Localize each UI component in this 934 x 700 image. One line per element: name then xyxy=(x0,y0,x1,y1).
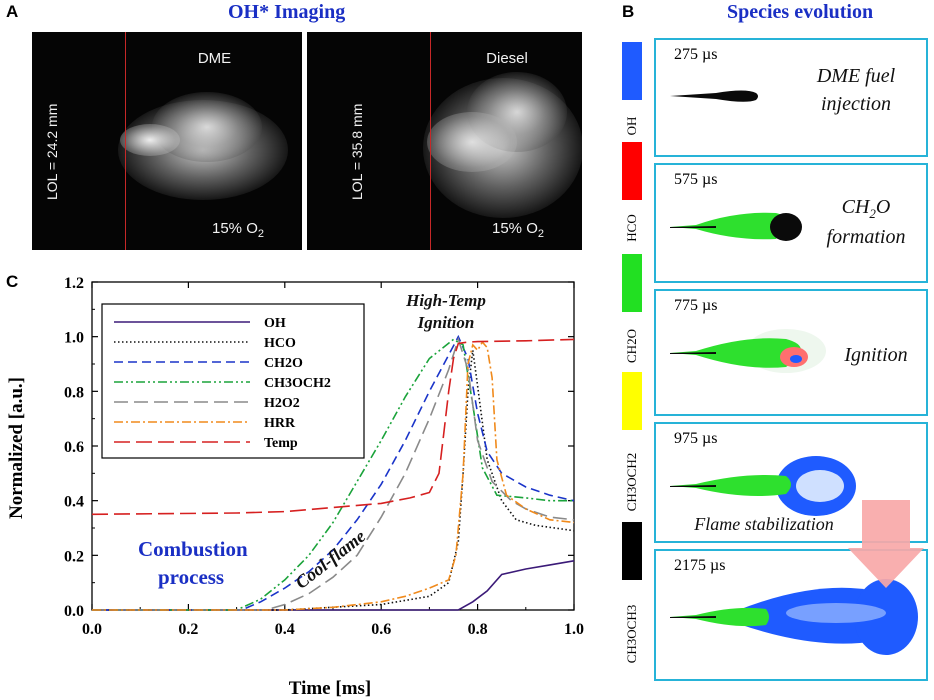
frame-desc-line2: formation xyxy=(826,226,906,248)
x-axis-label: Time [ms] xyxy=(289,678,372,699)
progression-arrow xyxy=(848,500,924,588)
lol-line-diesel xyxy=(430,32,431,250)
spray-shape xyxy=(670,329,826,373)
chart-legend: OH HCO CH2O CH3OCH2 H2O2 HRR Temp xyxy=(101,303,365,459)
panel-b-letter: B xyxy=(622,2,635,21)
spray-shape xyxy=(670,579,918,655)
legend-label-hrr: HRR xyxy=(264,416,296,431)
frame-time: 775 µs xyxy=(674,297,718,314)
x-tick-label: 0.8 xyxy=(468,621,488,638)
lol-label-diesel: LOL = 35.8 mm xyxy=(349,103,365,200)
frame-desc-line1: DME fuel xyxy=(816,65,896,87)
y-axis-label: Normalized [a.u.] xyxy=(6,377,27,519)
swatch-hco xyxy=(622,142,642,200)
o2-label-diesel: 15% O2 xyxy=(492,220,544,240)
y-tick-label: 0.6 xyxy=(64,439,84,456)
fuel-label-diesel: Diesel xyxy=(486,50,528,67)
species-frame-1: 275 µs DME fuel injection xyxy=(654,38,928,157)
species-frame-3: 775 µs Ignition xyxy=(654,289,928,416)
frame-desc-line1: Flame stabilization xyxy=(694,514,834,534)
series-line-ch2o xyxy=(92,334,575,611)
dme-oh-image: DME LOL = 24.2 mm 15% O2 xyxy=(32,32,302,250)
species-label-ch3och3: CH3OCH3 xyxy=(624,604,639,664)
frame-time: 275 µs xyxy=(674,46,718,63)
series-line-h2o2 xyxy=(92,336,575,611)
y-tick-label: 0.8 xyxy=(64,384,84,401)
frame-time: 575 µs xyxy=(674,171,718,188)
y-tick-label: 0.2 xyxy=(64,548,84,565)
line-chart: 0.0 0.2 0.4 0.6 0.8 1.00.00.20.40.60.81.01.2 … xyxy=(6,275,584,699)
diesel-oh-image: Diesel LOL = 35.8 mm 15% O2 xyxy=(307,32,582,250)
swatch-oh xyxy=(622,42,642,100)
annotation-high-temp-2: Ignition xyxy=(417,313,475,332)
y-tick-label: 1.0 xyxy=(64,330,84,347)
y-tick-label: 0.4 xyxy=(64,494,84,511)
frame-desc-line1: Ignition xyxy=(844,344,908,366)
annotation-combustion-2: process xyxy=(158,565,224,589)
legend-label-oh: OH xyxy=(264,316,286,331)
series-line-temp xyxy=(91,338,575,516)
annotation-combustion-1: Combustion xyxy=(138,537,248,561)
lol-line-dme xyxy=(125,32,126,250)
series-line-oh xyxy=(92,560,575,611)
x-tick-label: 0.6 xyxy=(371,621,391,638)
frame-time: 975 µs xyxy=(674,430,718,447)
spray-shape xyxy=(670,90,758,102)
y-tick-label: 1.2 xyxy=(64,275,84,292)
panel-b-title: Species evolution xyxy=(727,1,874,23)
legend-label-temp: Temp xyxy=(264,436,298,451)
frame-desc-line2: injection xyxy=(821,93,891,115)
species-frame-2: 575 µs CH2O formation xyxy=(654,163,928,283)
o2-label-dme: 15% O2 xyxy=(212,220,264,240)
x-tick-label: 1.0 xyxy=(564,621,584,638)
legend-frame xyxy=(101,303,365,459)
x-tick-label: 0.2 xyxy=(178,621,198,638)
swatch-ch3och3 xyxy=(622,522,642,580)
fuel-label-dme: DME xyxy=(197,50,232,67)
x-tick-label: 0.4 xyxy=(275,621,295,638)
frame-desc-line1: CH2O xyxy=(841,196,891,221)
frame-time: 2175 µs xyxy=(674,557,726,574)
panel-c-letter: C xyxy=(6,272,19,291)
legend-label-ch3och2: CH3OCH2 xyxy=(264,376,331,391)
species-label-ch3och2: CH3OCH2 xyxy=(624,452,639,512)
annotation-cool-flame: Cool-flame xyxy=(291,526,369,593)
panel-a-title: OH* Imaging xyxy=(228,1,346,23)
swatch-ch3och2 xyxy=(622,372,642,430)
series-line-ch3och2 xyxy=(92,338,574,611)
swatch-ch2o xyxy=(622,254,642,312)
x-tick-label: 0.0 xyxy=(82,621,102,638)
legend-label-ch2o: CH2O xyxy=(264,356,303,371)
series-line-hrr xyxy=(92,340,575,611)
panel-a-letter: A xyxy=(6,2,19,21)
legend-label-hco: HCO xyxy=(264,336,296,351)
y-tick-label: 0.0 xyxy=(64,603,84,620)
spray-shape xyxy=(670,212,802,241)
legend-label-h2o2: H2O2 xyxy=(264,396,300,411)
annotation-high-temp-1: High-Temp xyxy=(405,291,486,310)
spray-shape xyxy=(670,456,856,516)
lol-label-dme: LOL = 24.2 mm xyxy=(44,103,60,200)
